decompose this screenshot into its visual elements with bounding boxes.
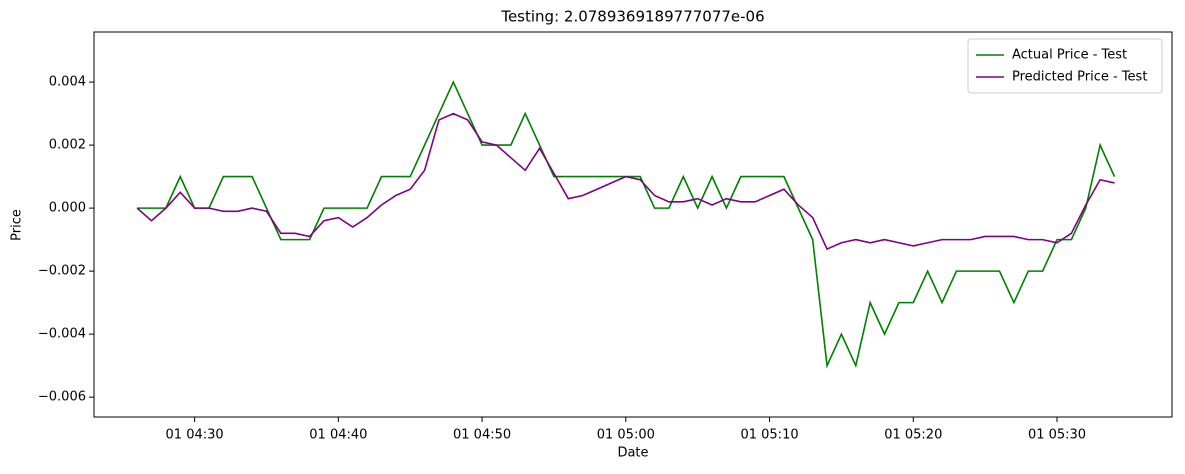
chart-title: Testing: 2.0789369189777077e-06 (500, 8, 764, 26)
y-tick-label: −0.006 (38, 390, 86, 405)
y-tick-label: −0.004 (38, 327, 86, 342)
series-line (137, 80, 1116, 369)
legend-label: Actual Price - Test (1012, 48, 1127, 63)
x-tick-label: 01 04:50 (453, 428, 511, 443)
x-tick-label: 01 04:40 (309, 428, 367, 443)
series-line (136, 112, 1115, 251)
legend-box (967, 38, 1163, 94)
x-tick-label: 01 05:10 (740, 428, 798, 443)
y-tick-label: 0.002 (49, 138, 86, 153)
legend-label: Predicted Price - Test (1012, 70, 1147, 85)
plot-frame (93, 31, 1173, 418)
y-tick-label: 0.000 (49, 201, 86, 216)
y-tick-label: −0.002 (38, 264, 86, 279)
y-tick-label: 0.004 (49, 75, 86, 90)
x-tick-label: 01 05:30 (1028, 428, 1086, 443)
x-tick-label: 01 05:20 (884, 428, 942, 443)
y-axis-label: Price (10, 209, 25, 241)
x-tick-label: 01 04:30 (166, 428, 224, 443)
x-axis-label: Date (617, 446, 648, 461)
x-tick-label: 01 05:00 (597, 428, 655, 443)
